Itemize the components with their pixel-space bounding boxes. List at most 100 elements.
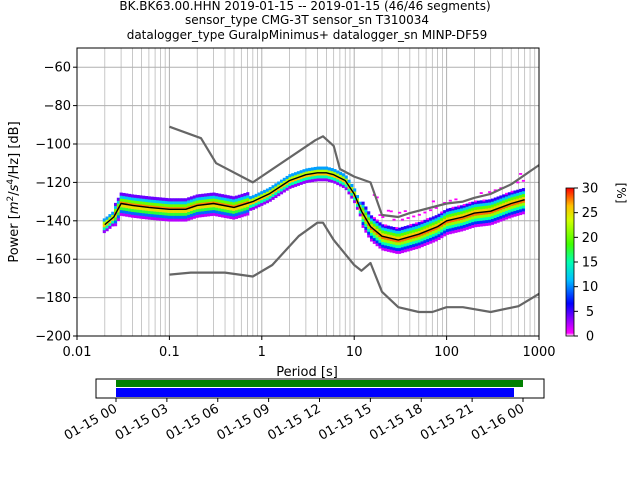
heatmap-cell <box>479 206 483 210</box>
x-tick-label: 1000 <box>522 345 555 360</box>
heatmap-cell <box>263 198 267 202</box>
heatmap-cell <box>490 210 495 214</box>
heatmap-cell <box>392 238 396 242</box>
heatmap-cell <box>220 199 225 204</box>
heatmap-cell <box>187 200 191 204</box>
heatmap-cell <box>226 206 230 210</box>
heatmap-cell <box>479 223 483 227</box>
heatmap-cell <box>111 211 115 215</box>
heatmap-cell <box>150 196 154 200</box>
heatmap-cell <box>355 197 360 202</box>
heatmap-cell <box>479 211 483 216</box>
heatmap-cell <box>246 197 250 202</box>
heatmap-cell <box>274 183 278 187</box>
heatmap-cell <box>384 227 388 232</box>
heatmap-cell <box>448 222 452 226</box>
heatmap-cell <box>341 179 345 183</box>
heatmap-cell <box>414 222 419 227</box>
heatmap-cell <box>496 199 500 203</box>
heatmap-cell <box>454 209 458 213</box>
heatmap-cell <box>161 200 165 204</box>
heatmap-cell <box>223 194 227 198</box>
heatmap-cell <box>246 195 250 199</box>
heatmap-cell <box>159 211 163 215</box>
heatmap-cell <box>198 194 202 198</box>
heatmap-cell <box>476 200 480 204</box>
heatmap-cell <box>479 192 483 194</box>
heatmap-cell <box>184 215 188 219</box>
heatmap-cell <box>164 218 168 222</box>
heatmap-cell <box>395 244 399 249</box>
heatmap-cell <box>226 209 230 213</box>
heatmap-cell <box>519 191 523 195</box>
heatmap-cell <box>133 211 137 216</box>
heatmap-cell <box>386 228 390 232</box>
heatmap-cell <box>229 198 233 202</box>
heatmap-cell <box>206 204 210 208</box>
heatmap-cell <box>499 204 503 208</box>
heatmap-cell <box>108 214 112 218</box>
y-tick-label: −180 <box>35 291 71 306</box>
heatmap-cell <box>136 195 140 199</box>
heatmap-cell <box>499 218 503 222</box>
heatmap-cell <box>499 215 503 219</box>
heatmap-cell <box>204 213 208 217</box>
heatmap-cell <box>229 215 233 220</box>
heatmap-cell <box>237 214 241 219</box>
heatmap-cell <box>114 202 118 207</box>
heatmap-cell <box>375 240 379 244</box>
heatmap-cell <box>378 239 382 243</box>
heatmap-cell <box>125 204 129 209</box>
heatmap-cell <box>128 193 132 198</box>
heatmap-cell <box>375 196 379 199</box>
heatmap-cell <box>336 176 340 180</box>
heatmap-cell <box>521 190 525 195</box>
heatmap-cell <box>445 217 450 221</box>
heatmap-cell <box>440 226 444 230</box>
heatmap-cell <box>344 184 348 188</box>
heatmap-cell <box>263 192 267 196</box>
heatmap-cell <box>395 242 399 246</box>
heatmap-cell <box>204 193 208 197</box>
heatmap-cell <box>451 221 455 225</box>
heatmap-cell <box>125 213 129 217</box>
heatmap-cell <box>294 177 298 182</box>
heatmap-cell <box>350 183 354 188</box>
heatmap-cell <box>310 178 315 183</box>
heatmap-cell <box>451 230 455 234</box>
heatmap-cell <box>400 229 405 233</box>
heatmap-cell <box>243 213 247 217</box>
heatmap-cell <box>288 174 292 178</box>
heatmap-cell <box>504 196 509 200</box>
heatmap-cell <box>263 201 267 205</box>
heatmap-cell <box>142 210 146 214</box>
timeline-tick-label: 01-15 15 <box>316 401 374 443</box>
heatmap-cell <box>384 245 388 249</box>
heatmap-cell <box>434 235 438 239</box>
heatmap-cell <box>519 206 523 210</box>
heatmap-cell <box>170 204 174 208</box>
heatmap-cell <box>201 213 205 218</box>
heatmap-cell <box>493 214 497 218</box>
heatmap-cell <box>454 198 458 201</box>
heatmap-cell <box>237 209 241 213</box>
heatmap-cell <box>490 207 495 211</box>
heatmap-cell <box>347 179 351 183</box>
heatmap-cell <box>414 240 419 244</box>
heatmap-cell <box>398 250 402 254</box>
title-line-1: BK.BK63.00.HHN 2019-01-15 -- 2019-01-15 … <box>119 0 490 13</box>
heatmap-cell <box>361 207 365 211</box>
y-tick-label: −200 <box>35 330 71 345</box>
heatmap-cell <box>398 236 402 240</box>
heatmap-cell <box>263 195 267 199</box>
heatmap-cell <box>443 215 447 220</box>
heatmap-cell <box>457 223 461 227</box>
heatmap-cell <box>485 222 489 226</box>
heatmap-cell <box>476 217 480 222</box>
heatmap-cell <box>451 213 455 217</box>
heatmap-cell <box>510 202 514 206</box>
heatmap-cell <box>265 194 270 198</box>
colorbar-tick-label: 10 <box>582 280 599 295</box>
heatmap-cell <box>327 178 331 182</box>
heatmap-cell <box>485 202 489 206</box>
